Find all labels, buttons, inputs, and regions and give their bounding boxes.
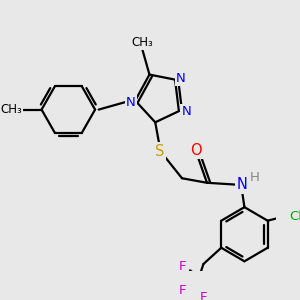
Text: N: N — [126, 96, 136, 109]
Text: O: O — [190, 143, 202, 158]
Text: Cl: Cl — [290, 210, 300, 223]
Text: F: F — [200, 291, 207, 300]
Text: S: S — [155, 144, 164, 159]
Text: F: F — [179, 260, 187, 273]
Text: N: N — [176, 72, 186, 85]
Text: F: F — [179, 284, 187, 297]
Text: CH₃: CH₃ — [0, 103, 22, 116]
Text: CH₃: CH₃ — [131, 36, 153, 49]
Text: H: H — [250, 171, 260, 184]
Text: N: N — [182, 105, 191, 118]
Text: N: N — [236, 177, 247, 192]
